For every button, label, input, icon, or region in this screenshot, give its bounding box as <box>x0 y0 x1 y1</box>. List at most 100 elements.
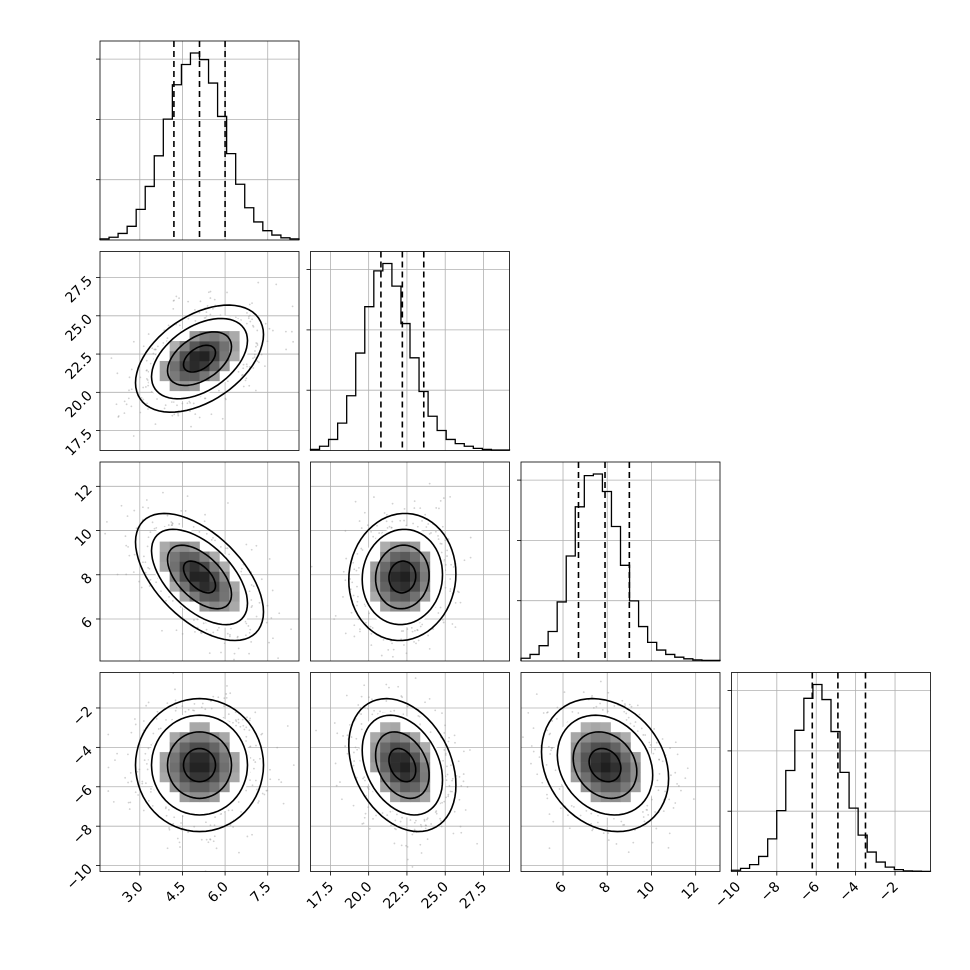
density-cell <box>199 351 210 362</box>
data-point <box>250 606 253 609</box>
contour-1 <box>374 544 430 610</box>
data-point <box>226 632 229 635</box>
density-cell <box>410 781 421 793</box>
data-point <box>116 372 119 375</box>
data-point <box>435 507 438 509</box>
data-point <box>212 536 214 539</box>
data-point <box>128 376 131 379</box>
data-point <box>445 796 447 799</box>
data-point <box>176 837 179 840</box>
data-point <box>649 744 652 746</box>
data-point <box>538 756 541 759</box>
data-point <box>357 566 360 569</box>
density-cell <box>410 561 421 572</box>
data-point <box>348 723 351 726</box>
data-point <box>142 386 145 389</box>
data-point <box>141 782 144 785</box>
density-cell <box>400 541 411 552</box>
data-point <box>266 789 269 792</box>
data-point <box>363 511 366 514</box>
data-point <box>203 317 206 319</box>
x-tick-label: 8 <box>596 879 614 897</box>
data-point <box>642 734 645 736</box>
data-point <box>643 820 646 823</box>
data-point <box>459 825 462 828</box>
data-point <box>192 402 195 405</box>
data-point <box>175 629 178 632</box>
data-point <box>361 549 364 551</box>
density-cell <box>620 791 631 803</box>
density-cell <box>189 351 200 362</box>
data-point <box>352 804 355 807</box>
data-point <box>444 775 447 778</box>
density-cell <box>209 581 220 592</box>
data-point <box>261 732 264 735</box>
data-point <box>252 357 254 360</box>
density-cell <box>410 581 421 592</box>
data-point <box>146 768 149 771</box>
density-cell <box>199 581 210 592</box>
data-point <box>382 638 385 641</box>
density-cell <box>400 781 411 793</box>
data-point <box>242 363 245 366</box>
data-point <box>153 348 156 351</box>
data-point <box>655 741 658 744</box>
density-cell <box>570 752 581 763</box>
data-point <box>625 719 628 721</box>
data-point <box>622 824 624 826</box>
data-point <box>425 824 427 827</box>
data-point <box>350 611 353 614</box>
data-point <box>199 300 202 303</box>
data-point <box>356 600 359 603</box>
density-cell <box>419 561 431 572</box>
data-point <box>255 544 258 547</box>
data-point <box>414 677 417 680</box>
density-cell <box>400 732 411 743</box>
data-point <box>224 397 227 400</box>
density-cell <box>159 772 170 783</box>
data-point <box>144 386 147 388</box>
data-point <box>230 668 232 670</box>
data-point <box>252 325 255 328</box>
data-point <box>132 571 135 574</box>
data-point <box>146 369 148 371</box>
data-point <box>249 628 252 631</box>
data-point <box>547 745 550 748</box>
data-point <box>142 398 145 401</box>
data-point <box>135 527 138 530</box>
data-point <box>397 685 400 688</box>
data-point <box>413 828 416 831</box>
data-point <box>278 612 281 615</box>
data-point <box>166 337 169 340</box>
data-point <box>235 720 238 723</box>
data-point <box>236 636 239 639</box>
data-point <box>249 717 252 720</box>
data-point <box>117 416 120 418</box>
density-cell <box>570 762 581 773</box>
y-tick-label: 6 <box>78 614 96 632</box>
density-cell <box>179 791 190 803</box>
panel-frame <box>310 461 510 662</box>
data-point <box>444 586 447 589</box>
data-point <box>233 652 236 655</box>
density-cell <box>189 762 200 773</box>
data-point <box>168 596 170 598</box>
data-point <box>623 710 626 713</box>
data-point <box>542 712 545 714</box>
data-point <box>379 710 381 713</box>
data-point <box>115 403 118 406</box>
data-point <box>223 705 225 708</box>
data-point <box>389 810 392 813</box>
data-point <box>463 559 466 562</box>
data-point <box>163 329 166 332</box>
data-point <box>147 536 150 539</box>
data-point <box>176 404 178 407</box>
data-point <box>439 819 442 822</box>
data-point <box>462 773 465 775</box>
density-cell <box>590 791 601 803</box>
density-cell <box>390 781 401 793</box>
data-point <box>172 822 175 825</box>
density-cell <box>169 360 180 372</box>
data-point <box>426 838 429 841</box>
